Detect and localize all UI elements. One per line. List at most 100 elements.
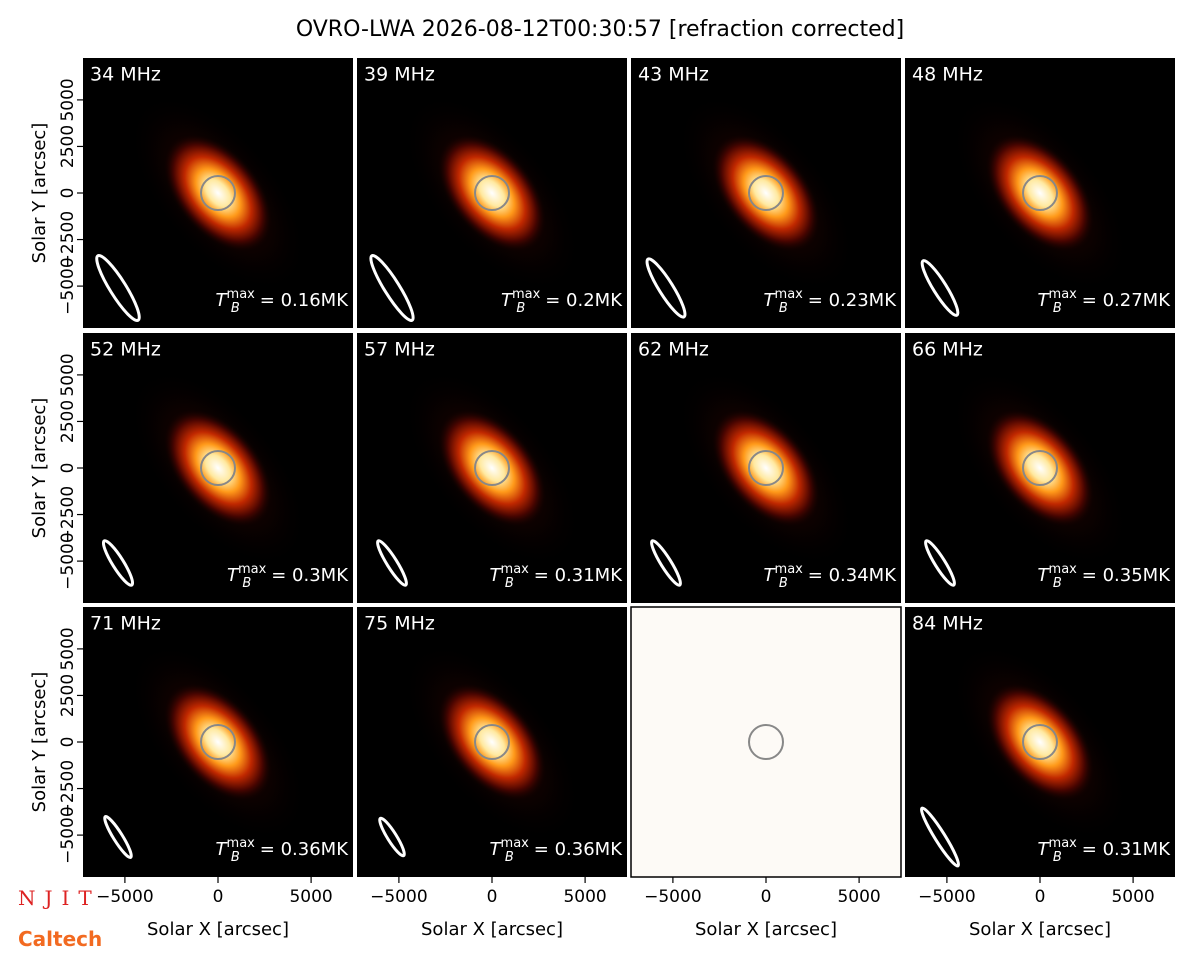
tb-superscript: max (501, 562, 530, 577)
emission (162, 681, 274, 803)
panel (905, 58, 1175, 328)
beam (378, 816, 406, 858)
panel-title: 43 MHz (638, 64, 709, 86)
tb-superscript: max (775, 562, 804, 577)
solar-disk (200, 175, 236, 211)
tb-value: = 0.27MK (1082, 290, 1171, 311)
tb-subscript: B (1053, 301, 1062, 316)
y-tick-label: 0 (58, 463, 78, 474)
y-axis-label: Solar Y [arcsec] (29, 672, 50, 813)
solar-disk (474, 450, 510, 486)
solar-disk (1022, 175, 1058, 211)
tb-subscript: B (779, 301, 788, 316)
panel (83, 607, 353, 877)
y-tick-label: −5000 (58, 532, 78, 590)
tb-subscript: B (1053, 576, 1062, 591)
tb-superscript: max (1049, 287, 1078, 302)
y-tick-label: 0 (58, 188, 78, 199)
y-tick-label: −5000 (58, 806, 78, 864)
y-tick-label: −2500 (58, 760, 78, 818)
panel-title: 57 MHz (364, 339, 435, 361)
x-tick-label: 0 (1035, 887, 1046, 907)
tb-symbol: T (764, 290, 777, 311)
tb-symbol: T (490, 565, 503, 586)
tb-max-label: Tmax B = 0.36MK (490, 836, 624, 865)
y-tick-label: 0 (58, 737, 78, 748)
panel (357, 58, 627, 328)
emission (436, 681, 548, 803)
tb-value: = 0.35MK (1082, 565, 1171, 586)
tb-value: = 0.23MK (808, 290, 897, 311)
solar-disk (748, 724, 784, 760)
emission (984, 132, 1096, 254)
x-tick-label: −5000 (644, 887, 702, 907)
x-tick-label: −5000 (370, 887, 428, 907)
x-tick-label: 0 (761, 887, 772, 907)
panel-title: 39 MHz (364, 64, 435, 86)
panel-title: 84 MHz (912, 613, 983, 635)
x-tick-label: 5000 (563, 887, 606, 907)
panel-title: 48 MHz (912, 64, 983, 86)
tb-subscript: B (242, 576, 251, 591)
tb-superscript: max (227, 836, 256, 851)
emission (710, 407, 822, 529)
beam (95, 253, 141, 323)
x-axis-label: Solar X [arcsec] (695, 919, 837, 940)
tb-symbol: T (1038, 565, 1051, 586)
emission (436, 132, 548, 254)
y-tick-label: 2500 (58, 125, 78, 168)
figure-title: OVRO-LWA 2026-08-12T00:30:57 [refraction… (296, 17, 904, 42)
tb-value: = 0.34MK (808, 565, 897, 586)
tb-value: = 0.31MK (1082, 839, 1171, 860)
tb-max-label: Tmax B = 0.34MK (764, 562, 898, 591)
tb-symbol: T (227, 565, 240, 586)
y-axis-label: Solar Y [arcsec] (29, 398, 50, 539)
tb-max-label: Tmax B = 0.16MK (216, 287, 350, 316)
emission (710, 132, 822, 254)
x-tick-label: 5000 (837, 887, 880, 907)
solar-disk (1022, 724, 1058, 760)
y-tick-label: −2500 (58, 211, 78, 269)
tb-max-label: Tmax B = 0.35MK (1038, 562, 1172, 591)
x-axis-label: Solar X [arcsec] (421, 919, 563, 940)
x-tick-label: 0 (487, 887, 498, 907)
y-tick-label: 2500 (58, 400, 78, 443)
solar-disk (474, 175, 510, 211)
beam (645, 257, 687, 319)
panel (357, 607, 627, 877)
tb-superscript: max (238, 562, 267, 577)
panel-title: 71 MHz (90, 613, 161, 635)
solar-disk (200, 724, 236, 760)
tb-symbol: T (1038, 839, 1051, 860)
tb-max-label: Tmax B = 0.3MK (227, 562, 349, 591)
panel-title: 66 MHz (912, 339, 983, 361)
tb-subscript: B (505, 576, 514, 591)
tb-value: = 0.36MK (534, 839, 623, 860)
panel-title: 75 MHz (364, 613, 435, 635)
tb-subscript: B (231, 850, 240, 865)
x-axis-label: Solar X [arcsec] (969, 919, 1111, 940)
tb-symbol: T (501, 290, 514, 311)
tb-symbol: T (490, 839, 503, 860)
tb-value: = 0.2MK (545, 290, 623, 311)
panel (631, 607, 901, 877)
beam (919, 806, 961, 868)
tb-symbol: T (216, 839, 229, 860)
tb-superscript: max (227, 287, 256, 302)
tb-max-label: Tmax B = 0.31MK (1038, 836, 1172, 865)
tb-value: = 0.31MK (534, 565, 623, 586)
panel (631, 333, 901, 603)
y-tick-label: 5000 (58, 78, 78, 121)
beam (920, 259, 960, 317)
tb-subscript: B (516, 301, 525, 316)
logo-njit: NJIT (18, 886, 101, 910)
tb-subscript: B (1053, 850, 1062, 865)
beam (376, 539, 408, 587)
tb-symbol: T (764, 565, 777, 586)
solar-disk (748, 450, 784, 486)
tb-value: = 0.3MK (271, 565, 349, 586)
x-axis-label: Solar X [arcsec] (147, 919, 289, 940)
tb-symbol: T (216, 290, 229, 311)
